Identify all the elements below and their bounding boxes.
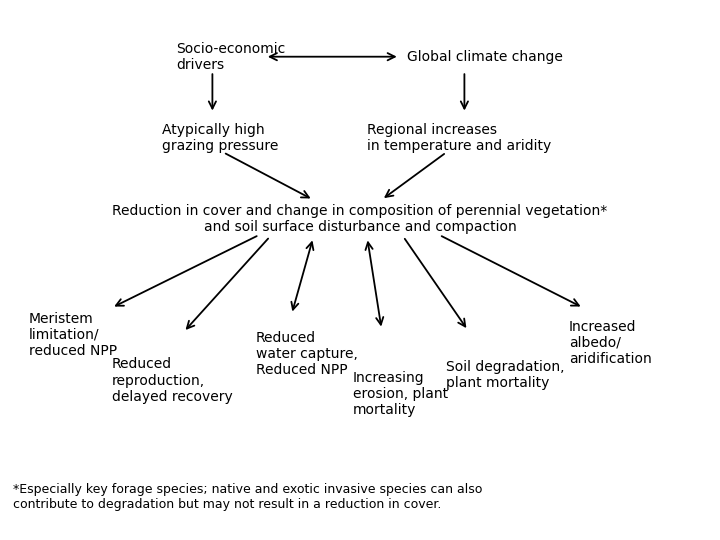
Text: Socio-economic
drivers: Socio-economic drivers: [176, 42, 286, 72]
Text: Global climate change: Global climate change: [407, 50, 562, 64]
Text: Soil degradation,
plant mortality: Soil degradation, plant mortality: [446, 360, 565, 390]
Text: Atypically high
grazing pressure: Atypically high grazing pressure: [162, 123, 279, 153]
Text: Reduced
reproduction,
delayed recovery: Reduced reproduction, delayed recovery: [112, 357, 233, 404]
Text: Increased
albedo/
aridification: Increased albedo/ aridification: [569, 320, 652, 366]
Text: Reduction in cover and change in composition of perennial vegetation*
and soil s: Reduction in cover and change in composi…: [112, 204, 608, 234]
Text: Meristem
limitation/
reduced NPP: Meristem limitation/ reduced NPP: [29, 312, 117, 358]
Text: Reduced
water capture,
Reduced NPP: Reduced water capture, Reduced NPP: [256, 330, 357, 377]
Text: Increasing
erosion, plant
mortality: Increasing erosion, plant mortality: [353, 371, 448, 417]
Text: *Especially key forage species; native and exotic invasive species can also
cont: *Especially key forage species; native a…: [13, 483, 482, 511]
Text: Regional increases
in temperature and aridity: Regional increases in temperature and ar…: [367, 123, 552, 153]
